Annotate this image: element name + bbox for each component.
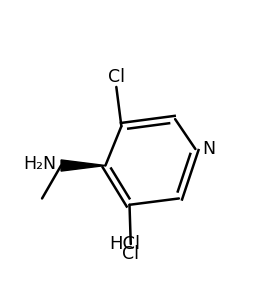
Text: H₂N: H₂N (23, 155, 56, 173)
Text: N: N (203, 140, 215, 158)
Text: Cl: Cl (108, 68, 125, 86)
Polygon shape (61, 160, 105, 171)
Text: HCl: HCl (109, 235, 140, 253)
Text: Cl: Cl (122, 245, 139, 263)
